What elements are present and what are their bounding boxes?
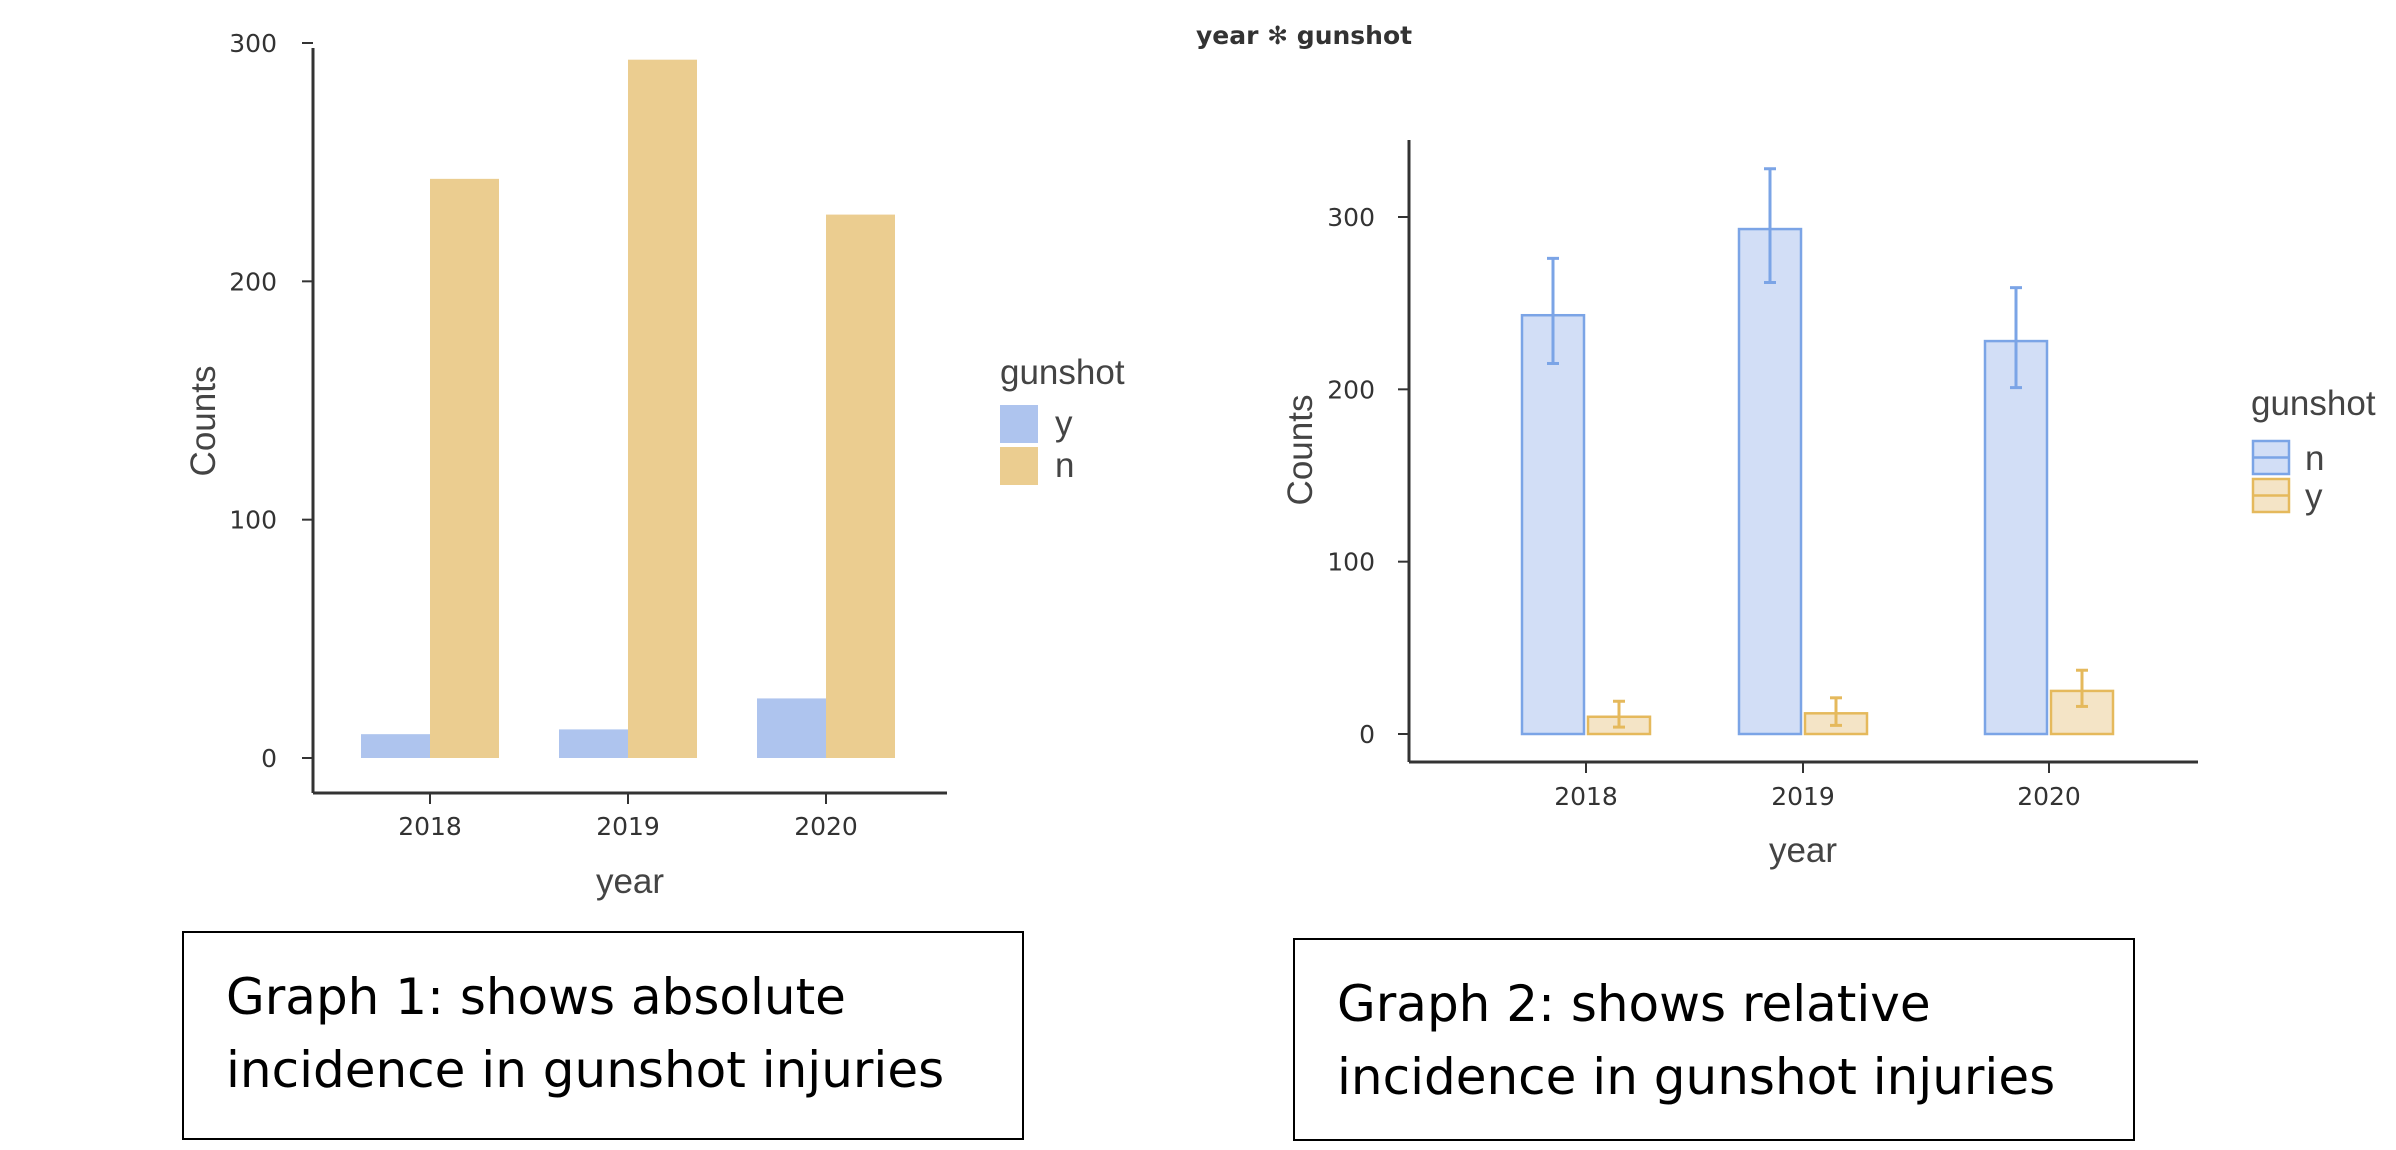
x-ticks: 2018 2019 2020 [398,793,858,841]
bar-y-2018 [361,734,430,758]
bar-n-2019 [628,59,697,758]
y-ticks: 0 100 200 300 [1327,203,1409,749]
y-tick-label: 100 [229,506,277,535]
chart-2: year ✻ gunshot 0 100 200 300 2018 2019 2020 y… [1196,21,2376,870]
bar-n-2018 [1520,313,1586,736]
x-tick-label: 2019 [596,812,660,841]
y-tick-label: 100 [1327,548,1375,577]
bar-y-2019 [559,729,628,758]
y-tick-label: 200 [1327,375,1375,404]
x-tick-label: 2020 [794,812,858,841]
y-axis-label: Counts [184,366,223,477]
x-ticks: 2018 2019 2020 [1554,762,2081,811]
legend-swatch-n [1000,447,1038,485]
bar-n-2018 [430,178,499,759]
y-ticks: 0 100 200 300 [229,29,313,773]
bar-n-2019 [1737,227,1803,736]
y-tick-label: 0 [1359,720,1375,749]
y-tick-label: 0 [261,744,277,773]
chart-title: year ✻ gunshot [1196,21,1412,50]
legend-swatch-y [1000,405,1038,443]
y-tick-label: 300 [1327,203,1375,232]
graph-1-caption: Graph 1: shows absolute incidence in gun… [182,931,1024,1140]
legend-label-n: n [2305,439,2324,478]
chart-1: 0 100 200 300 2018 2019 2020 year Counts guns… [184,29,1125,901]
legend-title: gunshot [1000,353,1125,392]
y-tick-label: 200 [229,267,277,296]
bar-y-2020 [757,698,826,758]
bar-n-2020 [826,214,895,759]
y-axis-label: Counts [1281,395,1320,506]
legend-label-n: n [1055,446,1074,485]
legend-label-y: y [1055,404,1073,443]
x-tick-label: 2018 [1554,782,1618,811]
x-tick-label: 2018 [398,812,462,841]
bars [1520,167,2115,736]
legend-label-y: y [2305,477,2323,516]
bar-n-2020 [1983,339,2049,736]
x-tick-label: 2019 [1771,782,1835,811]
bars [361,59,895,759]
y-tick-label: 300 [229,29,277,58]
graph-2-caption: Graph 2: shows relative incidence in gun… [1293,938,2135,1141]
legend: gunshot ny [2251,384,2376,516]
x-axis-label: year [596,862,664,901]
legend: gunshot yn [1000,353,1125,485]
legend-title: gunshot [2251,384,2376,423]
x-axis-label: year [1769,831,1837,870]
x-tick-label: 2020 [2017,782,2081,811]
